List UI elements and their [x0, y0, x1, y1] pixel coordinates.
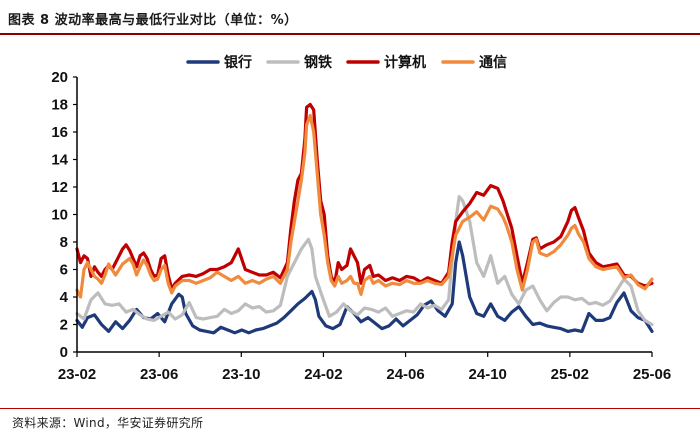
x-tick-label: 25-06: [633, 366, 671, 383]
y-tick-label: 20: [51, 69, 68, 86]
y-tick-label: 4: [60, 289, 69, 306]
chart-legend: 银行 钢铁 计算机 通信: [186, 54, 507, 71]
y-tick-label: 2: [60, 317, 68, 334]
y-tick-label: 6: [60, 262, 68, 279]
series-line-0: [75, 240, 654, 335]
footer-divider: [0, 408, 700, 409]
y-tick-label: 14: [51, 152, 68, 169]
y-tick-label: 8: [60, 234, 68, 251]
line-chart: 银行 钢铁 计算机 通信 0 2 4 6 8 10 12 14 16 18 20 23-02 23-06 23-…: [51, 54, 671, 383]
y-tick-label: 0: [60, 344, 68, 361]
series-line-3: [75, 113, 654, 299]
title-divider: [0, 33, 700, 35]
y-tick-label: 10: [51, 207, 68, 224]
legend-label: 钢铁: [304, 54, 332, 71]
figure-header: 图表 8 波动率最高与最低行业对比（单位：%）: [0, 0, 700, 35]
legend-label: 银行: [224, 54, 252, 71]
series-line-1: [75, 195, 654, 327]
y-tick-label: 18: [51, 97, 68, 114]
y-tick-label: 16: [51, 124, 68, 141]
x-tick-label: 24-06: [386, 366, 424, 383]
y-tick-label: 12: [51, 179, 68, 196]
legend-label: 通信: [479, 54, 507, 71]
x-tick-label: 23-10: [222, 366, 260, 383]
source-note: 资料来源：Wind，华安证券研究所: [12, 416, 204, 430]
series-line-2: [75, 102, 654, 291]
x-tick-label: 23-06: [140, 366, 178, 383]
x-tick-label: 25-02: [551, 366, 589, 383]
x-tick-label: 23-02: [58, 366, 96, 383]
x-tick-label: 24-02: [304, 366, 342, 383]
legend-label: 计算机: [384, 54, 426, 71]
series-lines: [75, 102, 654, 335]
x-tick-label: 24-10: [469, 366, 507, 383]
chart-axes: 0 2 4 6 8 10 12 14 16 18 20 23-02 23-06 23-10 24-02 24-…: [51, 69, 671, 383]
chart-title: 图表 8 波动率最高与最低行业对比（单位：%）: [8, 13, 298, 28]
